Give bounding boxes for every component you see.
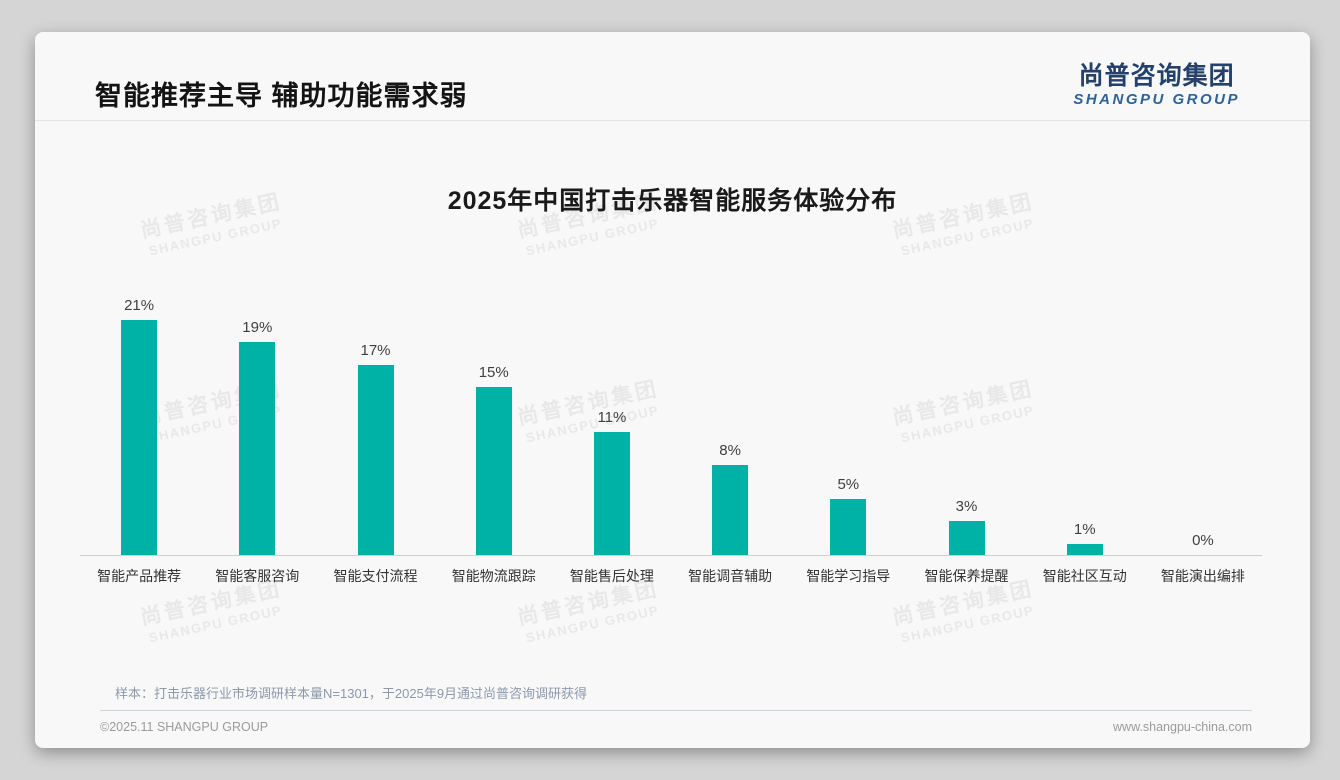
x-axis-labels: 智能产品推荐 智能客服咨询 智能支付流程 智能物流跟踪 智能售后处理 智能调音辅助 智能学习… — [80, 556, 1262, 586]
x-axis-label: 智能学习指导 — [806, 568, 891, 584]
bar-value-label: 17% — [360, 341, 391, 359]
report-slide: 尚普咨询集团 SHANGPU GROUP 尚普咨询集团 SHANGPU GROUP 尚普… — [35, 32, 1310, 748]
page-title: 智能推荐主导 辅助功能需求弱 — [95, 81, 468, 111]
sample-footnote: 样本：打击乐器行业市场调研样本量N=1301，于2025年9月通过尚普咨询调研获… — [115, 686, 588, 701]
bar — [948, 521, 985, 555]
copyright-text: ©2025.11 SHANGPU GROUP — [100, 720, 269, 734]
bar-column: 11% — [553, 409, 671, 555]
bar-value-label: 0% — [1192, 532, 1214, 549]
bar-value-label: 19% — [242, 319, 273, 337]
bar-value-label: 1% — [1073, 520, 1096, 538]
x-axis-label: 智能物流跟踪 — [451, 568, 536, 584]
brand-watermark: 尚普咨询集团 SHANGPU GROUP — [890, 577, 1036, 646]
logo-chinese-text: 尚普咨询集团 — [1078, 62, 1235, 90]
x-axis-label: 智能客服咨询 — [215, 568, 300, 584]
bars-row: 21% 19% 17% 15% 11% 8% 5% 3% 1% 0% — [80, 286, 1262, 556]
bar-value-label: 15% — [478, 364, 509, 381]
chart-title: 2025年中国打击乐器智能服务体验分布 — [447, 187, 898, 215]
brand-watermark: 尚普咨询集团 SHANGPU GROUP — [515, 577, 661, 646]
x-axis-label: 智能保养提醒 — [924, 568, 1009, 584]
bar-column: 1% — [1026, 521, 1144, 555]
bar-column: 3% — [907, 498, 1025, 555]
bar — [475, 387, 512, 555]
website-url: www.shangpu-china.com — [1113, 720, 1252, 734]
x-axis-label: 智能演出编排 — [1160, 568, 1245, 584]
x-axis-label: 智能售后处理 — [569, 568, 654, 584]
bar — [239, 342, 276, 555]
bar-column: 8% — [671, 442, 789, 555]
bar-value-label: 5% — [837, 476, 860, 493]
x-axis-label: 智能支付流程 — [333, 568, 418, 584]
bar — [121, 319, 158, 555]
x-axis-label: 智能调音辅助 — [688, 568, 773, 584]
bar-value-label: 21% — [124, 296, 155, 314]
bar — [593, 431, 630, 555]
bar-column: 15% — [435, 364, 553, 555]
bar-value-label: 3% — [955, 498, 978, 516]
bar-value-label: 8% — [719, 442, 741, 460]
logo-english-text: SHANGPU GROUP — [1073, 90, 1240, 108]
bar-column: 21% — [80, 297, 198, 555]
slide-header: 智能推荐主导 辅助功能需求弱 尚普咨询集团 SHANGPU GROUP — [35, 32, 1310, 120]
bar-column: 0% — [1144, 532, 1262, 555]
bar-column: 19% — [198, 319, 316, 555]
x-axis-label: 智能产品推荐 — [97, 568, 182, 584]
bar — [830, 499, 867, 555]
slide-footer: ©2025.11 SHANGPU GROUP www.shangpu-china… — [100, 710, 1252, 734]
company-logo: 尚普咨询集团 SHANGPU GROUP — [1073, 62, 1240, 108]
bar-column: 17% — [316, 342, 434, 555]
bar — [712, 465, 749, 555]
bar-column: 5% — [789, 476, 907, 555]
brand-watermark: 尚普咨询集团 SHANGPU GROUP — [138, 577, 284, 646]
bar — [357, 364, 394, 555]
x-axis-label: 智能社区互动 — [1042, 568, 1127, 584]
bar — [1066, 543, 1103, 555]
bar-chart: 21% 19% 17% 15% 11% 8% 5% 3% 1% 0% 智能产品推荐 智能客服咨询 智能… — [80, 286, 1262, 586]
bar-value-label: 11% — [597, 408, 627, 426]
header-divider — [35, 120, 1310, 121]
